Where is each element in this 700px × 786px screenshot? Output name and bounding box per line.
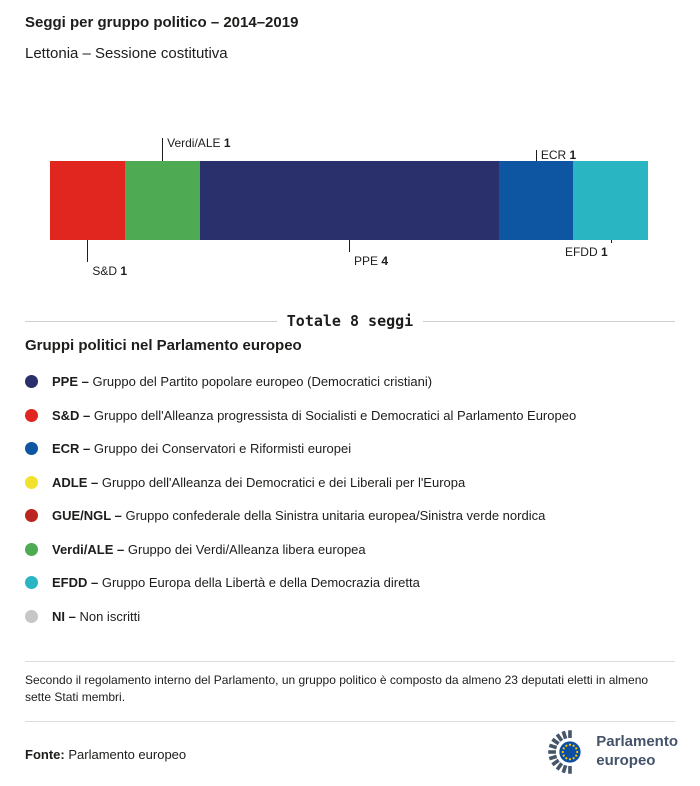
- bar-segment-ecr: [498, 161, 574, 240]
- callout-line-efdd: [610, 240, 612, 243]
- legend-item-ecr: ECR – Gruppo dei Conservatori e Riformis…: [25, 432, 675, 466]
- legend-dot-adle: [25, 475, 38, 489]
- legend-dot-efdd: [25, 576, 38, 590]
- page-subtitle: Lettonia – Sessione costitutiva: [25, 45, 228, 62]
- legend-item-gue-ngl: GUE/NGL – Gruppo confederale della Sinis…: [25, 499, 675, 533]
- legend-dot-ppe: [25, 375, 38, 389]
- legend-dot-verdi-ale: [25, 542, 38, 556]
- legend-item-ppe: PPE – Gruppo del Partito popolare europe…: [25, 365, 675, 399]
- legend-label-ecr: ECR – Gruppo dei Conservatori e Riformis…: [52, 441, 352, 457]
- hemicycle-icon: [548, 730, 573, 774]
- legend-dot-ni: [25, 609, 38, 623]
- callout-line-s-d: [87, 240, 89, 262]
- divider-above-footnote: [25, 661, 675, 662]
- divider-above-source: [25, 721, 675, 722]
- legend-item-verdi-ale: Verdi/ALE – Gruppo dei Verdi/Alleanza li…: [25, 533, 675, 567]
- stacked-bar: [50, 161, 648, 240]
- source-value: Parlamento europeo: [68, 747, 187, 762]
- logo-wordmark: Parlamento europeo: [596, 733, 678, 771]
- eu-flag-icon: [558, 739, 583, 765]
- logo-line2: europeo: [596, 752, 656, 769]
- legend-label-adle: ADLE – Gruppo dell'Alleanza dei Democrat…: [52, 474, 466, 490]
- hemicycle-eu-flag-icon: [548, 730, 583, 774]
- callout-label-verdi-ale: Verdi/ALE 1: [167, 136, 231, 150]
- total-seats-label: Totale 8 seggi: [286, 312, 414, 330]
- european-parliament-logo: Parlamento europeo: [531, 726, 678, 778]
- bar-segment-verdi-ale: [124, 161, 200, 240]
- legend-dot-s-d: [25, 408, 38, 422]
- bar-segment-ppe: [199, 161, 499, 240]
- footnote: Secondo il regolamento interno del Parla…: [25, 673, 649, 704]
- total-rule-right: [423, 320, 675, 322]
- callout-line-ecr: [535, 150, 537, 161]
- legend-item-ni: NI – Non iscritti: [25, 600, 675, 634]
- legend-label-s-d: S&D – Gruppo dell'Alleanza progressista …: [52, 407, 577, 423]
- legend-label-gue-ngl: GUE/NGL – Gruppo confederale della Sinis…: [52, 508, 546, 524]
- bar-segment-efdd: [573, 161, 648, 240]
- legend-dot-gue-ngl: [25, 509, 38, 523]
- legend-label-ni: NI – Non iscritti: [52, 608, 141, 624]
- callout-label-efdd: EFDD 1: [564, 245, 608, 259]
- legend-label-ppe: PPE – Gruppo del Partito popolare europe…: [52, 374, 433, 390]
- callout-label-s-d: S&D 1: [92, 264, 128, 278]
- legend-label-efdd: EFDD – Gruppo Europa della Libertà e del…: [52, 575, 420, 591]
- source-label: Fonte:: [25, 747, 65, 762]
- callout-line-ppe: [349, 240, 350, 252]
- legend-heading: Gruppi politici nel Parlamento europeo: [25, 337, 302, 354]
- total-row: Totale 8 seggi: [25, 312, 675, 330]
- source-line: Fonte: Parlamento europeo: [25, 747, 186, 762]
- legend-dot-ecr: [25, 442, 38, 456]
- callout-label-ecr: ECR 1: [540, 148, 577, 162]
- legend-item-efdd: EFDD – Gruppo Europa della Libertà e del…: [25, 566, 675, 600]
- page-title: Seggi per gruppo politico – 2014–2019: [25, 14, 299, 31]
- total-rule-left: [25, 320, 277, 322]
- legend-item-s-d: S&D – Gruppo dell'Alleanza progressista …: [25, 399, 675, 433]
- legend-label-verdi-ale: Verdi/ALE – Gruppo dei Verdi/Alleanza li…: [52, 541, 366, 557]
- callout-label-ppe: PPE 4: [354, 254, 389, 268]
- legend-list: PPE – Gruppo del Partito popolare europe…: [25, 365, 675, 633]
- callout-line-verdi-ale: [162, 138, 164, 161]
- bar-segment-s-d: [50, 161, 125, 240]
- logo-line1: Parlamento: [596, 733, 678, 751]
- legend-item-adle: ADLE – Gruppo dell'Alleanza dei Democrat…: [25, 466, 675, 500]
